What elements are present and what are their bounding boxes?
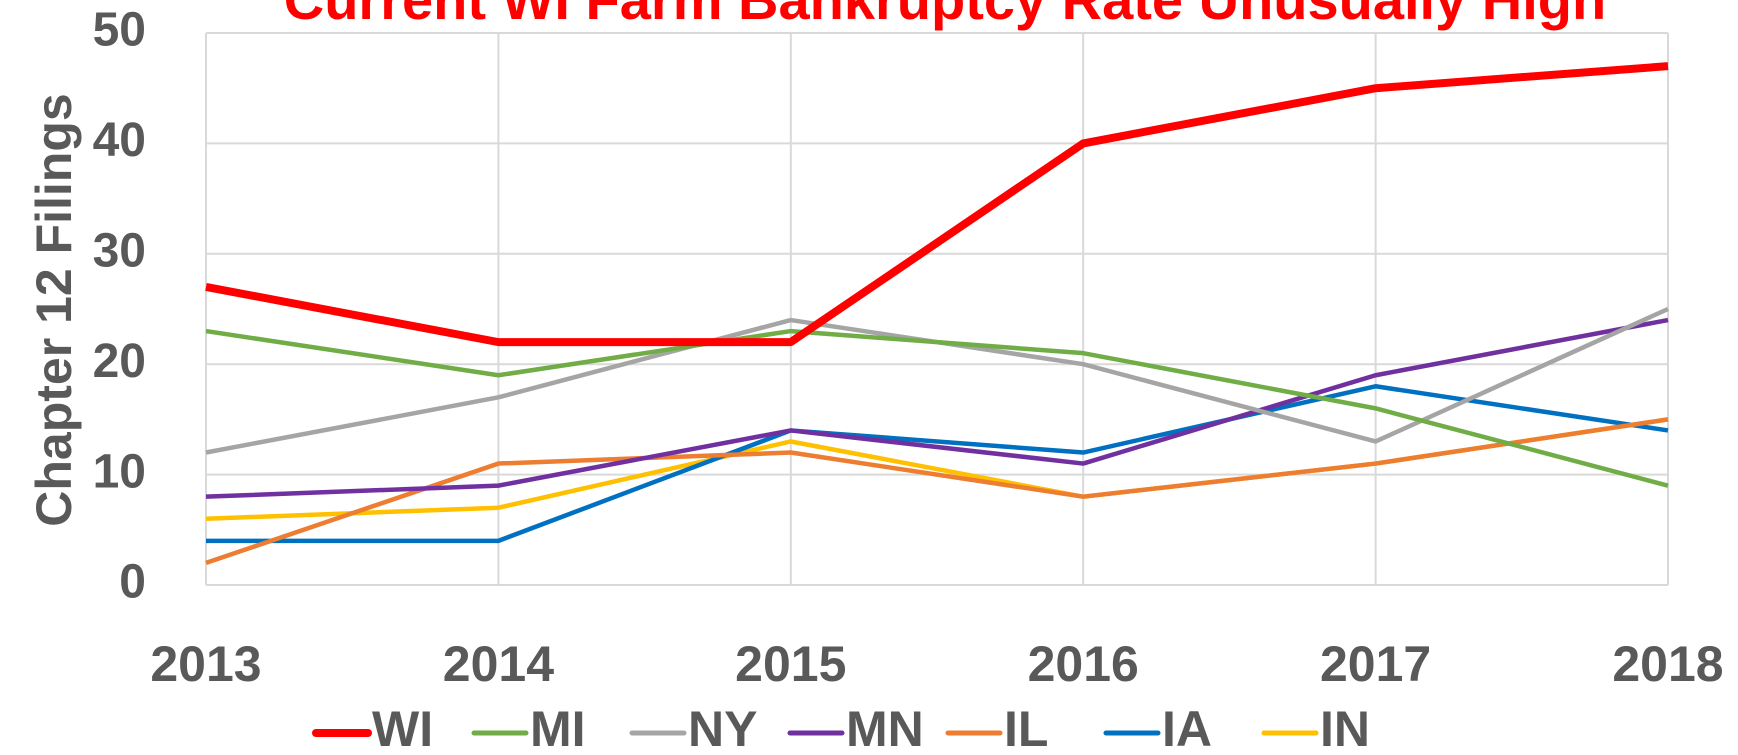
x-tick-label: 2013 [150, 636, 261, 692]
y-tick-label: 0 [119, 556, 146, 609]
x-tick-label: 2018 [1612, 636, 1723, 692]
chart-title: Current WI Farm Bankruptcy Rate Unusuall… [284, 0, 1606, 31]
legend-label: IA [1162, 701, 1212, 755]
legend-label: MI [530, 701, 586, 755]
series-line [205, 417, 1669, 566]
series-line [205, 62, 1669, 347]
y-axis-label: Chapter 12 Filings [26, 93, 82, 526]
x-tick-label: 2015 [735, 636, 846, 692]
y-tick-label: 30 [93, 224, 146, 277]
legend-label: IL [1004, 701, 1048, 755]
x-tick-label: 2017 [1320, 636, 1431, 692]
x-tick-label: 2016 [1028, 636, 1139, 692]
legend-label: MN [846, 701, 924, 755]
legend-label: NY [688, 701, 757, 755]
series-line [206, 384, 1669, 544]
y-tick-label: 20 [93, 335, 146, 388]
x-tick-label: 2014 [443, 636, 554, 692]
y-tick-label: 50 [93, 4, 146, 57]
y-tick-label: 10 [93, 445, 146, 498]
series-line [205, 328, 1669, 488]
legend-label: IN [1320, 701, 1370, 755]
y-tick-label: 40 [93, 114, 146, 167]
series-line [205, 417, 1669, 522]
legend-label: WI [372, 701, 433, 755]
series-line [205, 317, 1669, 499]
